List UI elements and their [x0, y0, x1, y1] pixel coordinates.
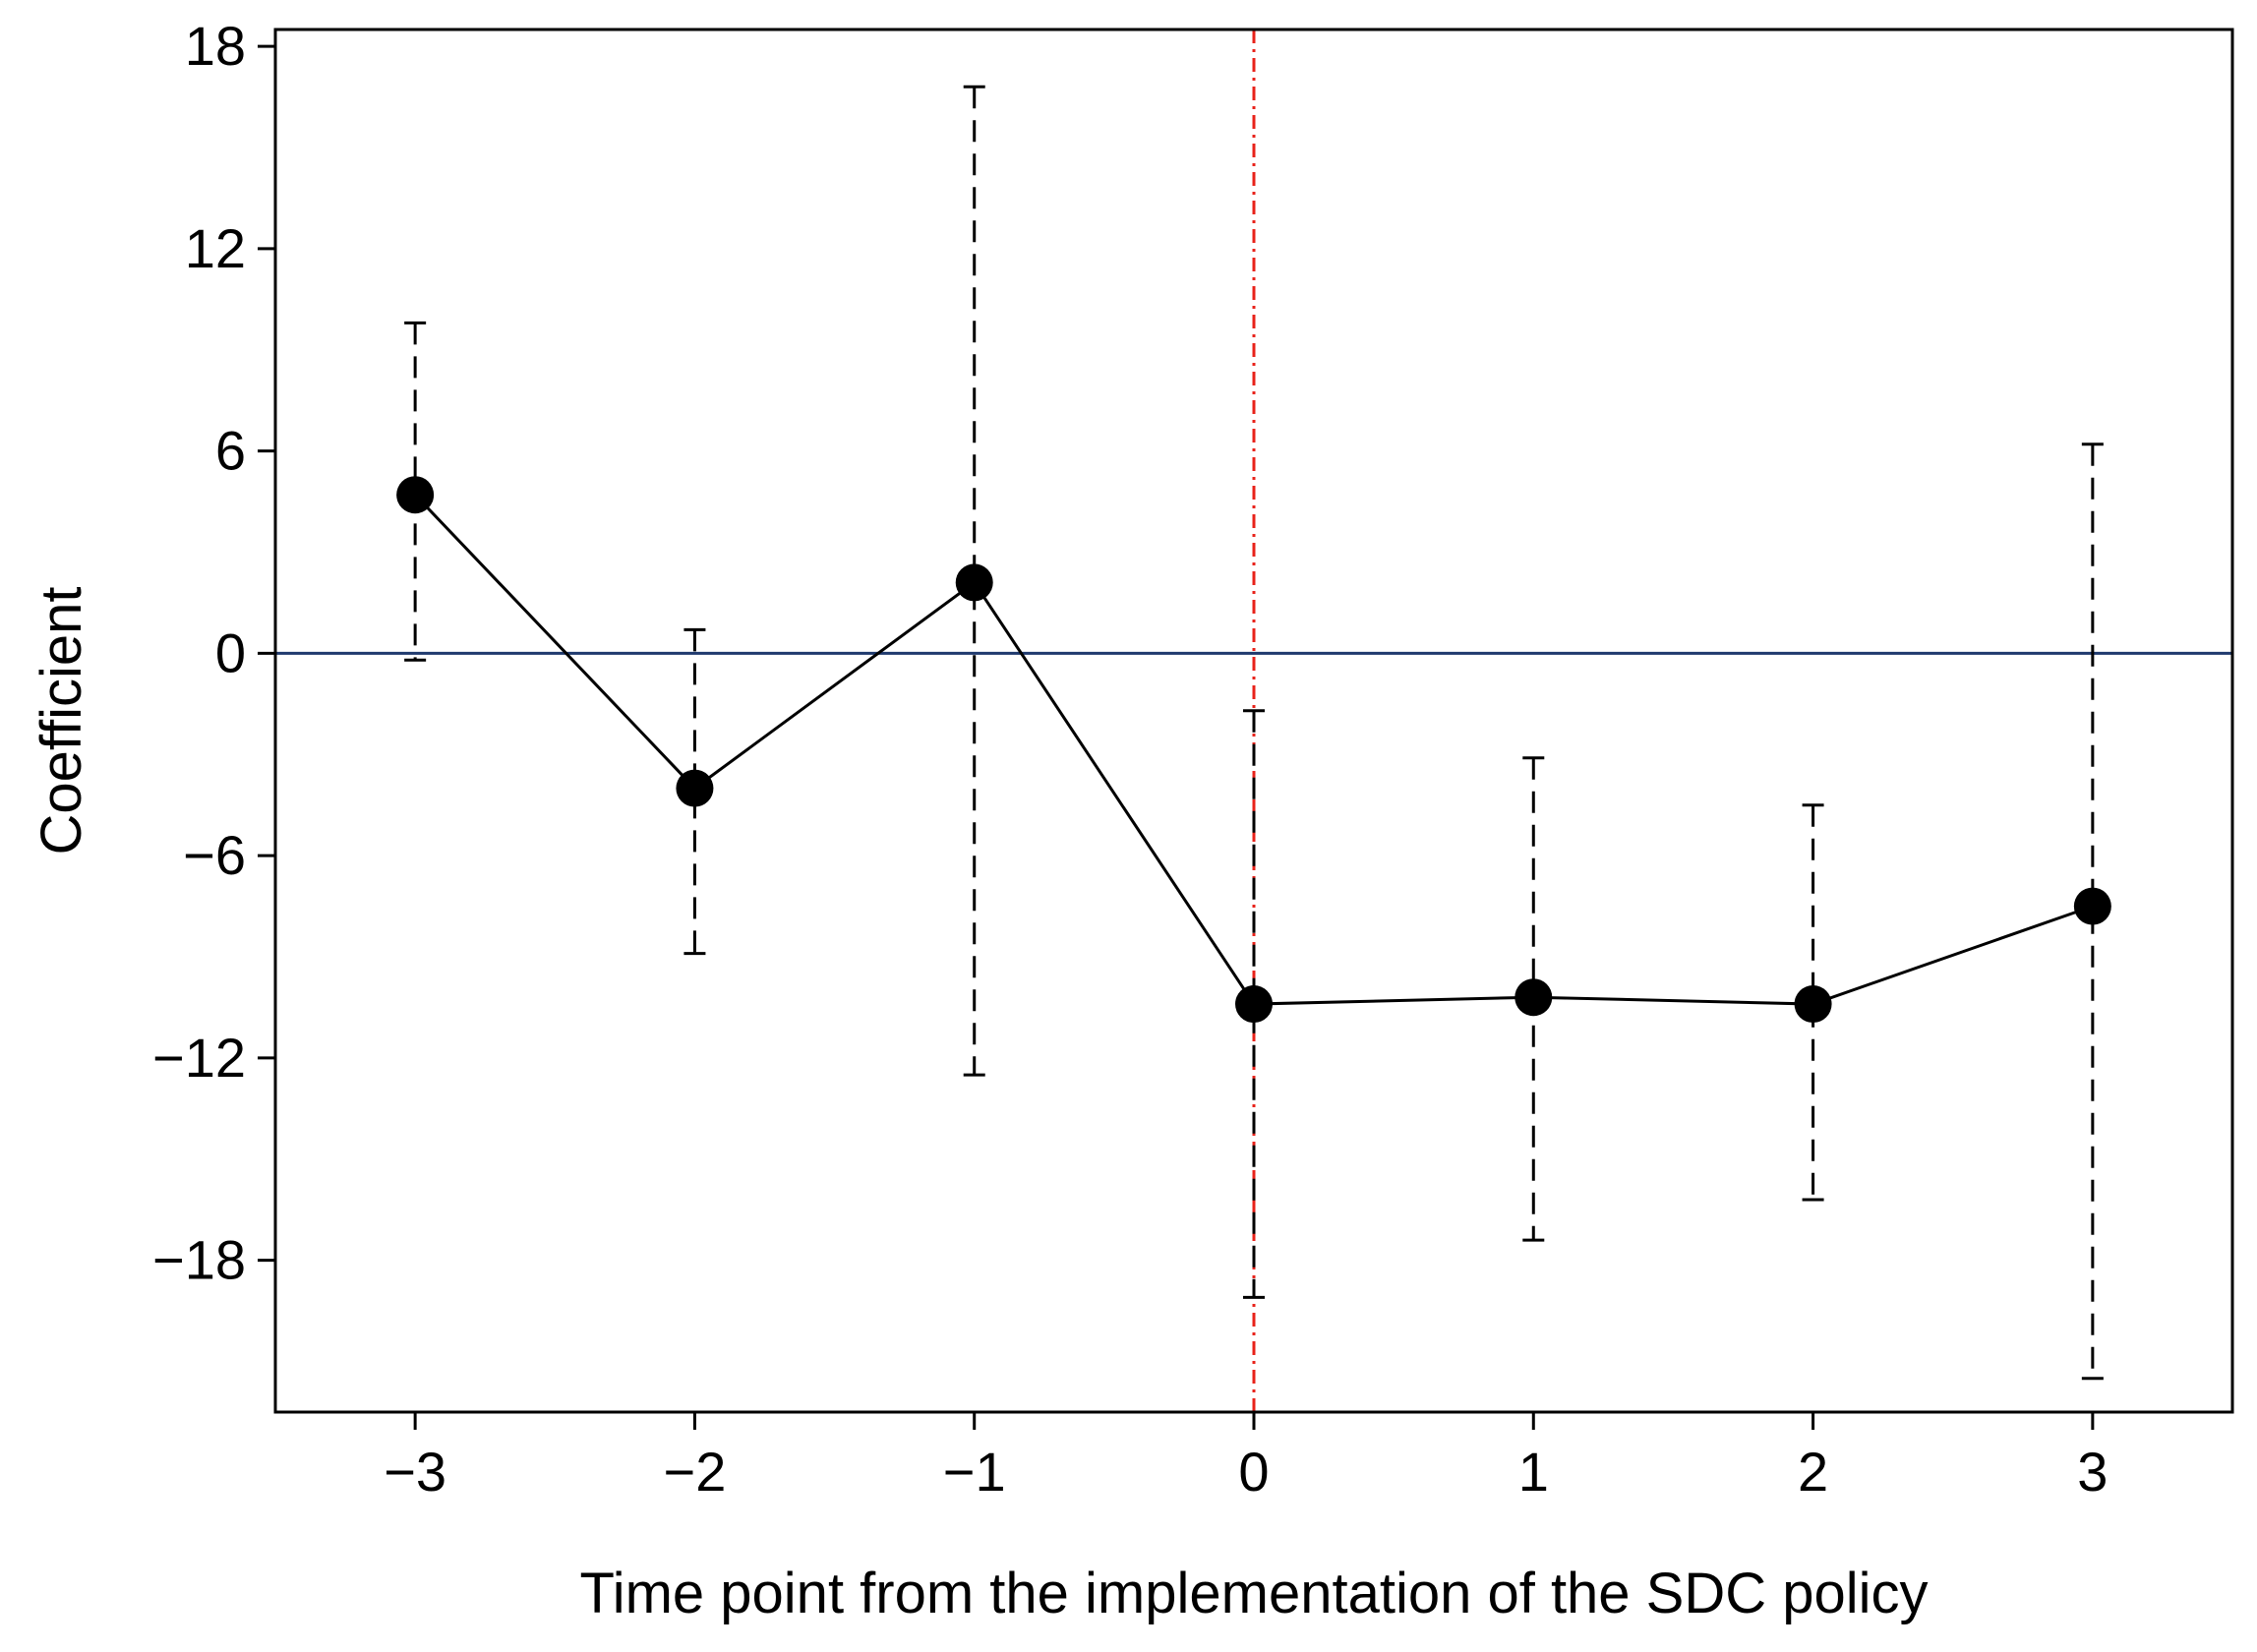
y-tick-label: 12: [185, 217, 246, 279]
data-point: [1515, 978, 1553, 1017]
data-point: [676, 769, 714, 807]
x-tick-label: −1: [943, 1441, 1006, 1503]
error-bars: [404, 85, 2104, 1381]
x-tick-label: 0: [1238, 1441, 1269, 1503]
y-axis-title: Coefficient: [30, 587, 93, 856]
data-point: [1235, 985, 1273, 1024]
x-tick-label: 1: [1518, 1441, 1549, 1503]
y-tick-label: −18: [152, 1229, 246, 1291]
x-tick-label: −2: [663, 1441, 726, 1503]
data-point: [955, 563, 993, 602]
y-tick-label: 0: [215, 621, 246, 683]
data-point: [396, 476, 435, 514]
x-axis-title: Time point from the implementation of th…: [579, 1562, 1928, 1625]
data-point: [1794, 985, 1832, 1024]
y-tick-label: −12: [152, 1027, 246, 1089]
y-axis-ticks: 18 12 6 0 −6 −12 −18: [152, 15, 275, 1291]
x-tick-label: 3: [2077, 1441, 2108, 1503]
data-point: [2073, 887, 2111, 925]
x-tick-label: −3: [384, 1441, 446, 1503]
x-tick-label: 2: [1798, 1441, 1828, 1503]
y-tick-label: 6: [215, 420, 246, 482]
data-points: [396, 476, 2111, 1024]
y-tick-label: 18: [185, 15, 246, 77]
y-tick-label: −6: [183, 824, 246, 886]
x-axis-ticks: −3 −2 −1 0 1 2 3: [384, 1412, 2108, 1503]
